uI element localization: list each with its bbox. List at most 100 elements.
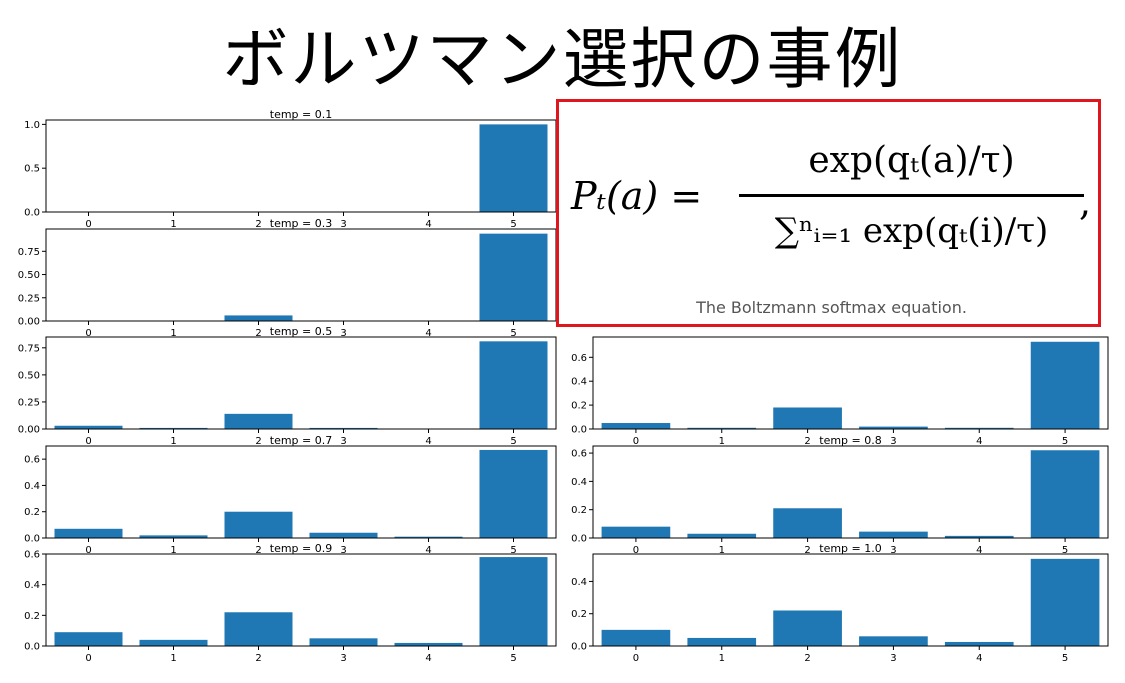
formula-fraction-bar [739,194,1084,197]
chart-7-xtick-label-0: 0 [633,653,639,664]
chart-2-xtick-label-1: 1 [170,436,176,447]
chart-7-xtick-label-3: 3 [890,653,896,664]
chart-0-xtick-label-4: 4 [425,219,431,230]
chart-6-bar-4 [394,642,463,646]
chart-5-xtick-label-1: 1 [719,545,725,556]
chart-0-xtick-label-0: 0 [85,219,91,230]
chart-0-xtick-label-3: 3 [340,219,346,230]
chart-2-title: temp = 0.5 [270,325,332,338]
chart-3-frame [592,336,1109,430]
chart-1-xtick-label-5: 5 [510,328,516,339]
chart-7-xtick-label-5: 5 [1062,653,1068,664]
formula-comma: , [1079,180,1092,224]
chart-6-bar-2 [224,612,293,646]
chart-4-xtick-label-1: 1 [170,545,176,556]
chart-5-bar-0 [601,526,671,538]
chart-1-ytick-label-0: 0.00 [18,317,40,328]
chart-4-title: temp = 0.7 [270,434,332,447]
chart-1-bar-2 [224,315,293,321]
chart-3-xtick-label-1: 1 [719,436,725,447]
chart-3-ytick-label-0: 0.0 [571,425,587,436]
chart-4-bar-1 [139,535,208,538]
chart-3-xtick-label-5: 5 [1062,436,1068,447]
formula-panel: Pₜ(a) = exp(qₜ(a)/τ) ∑ⁿᵢ₌₁ exp(qₜ(i)/τ) … [556,99,1101,327]
chart-7-xtick-label-4: 4 [976,653,982,664]
chart-4-ytick-label-1: 0.2 [24,507,40,518]
chart-7-bar-1 [687,637,757,646]
chart-5-ytick-label-3: 0.6 [571,449,587,460]
chart-5-bar-5 [1030,450,1100,538]
chart-5-frame [592,445,1109,539]
formula-caption: The Boltzmann softmax equation. [696,298,967,317]
chart-5-bar-1 [687,533,757,538]
chart-2-frame [45,336,557,430]
formula-numerator: exp(qₜ(a)/τ) [808,140,1015,181]
chart-1-ytick-label-2: 0.50 [18,270,40,281]
chart-1-xtick-label-0: 0 [85,328,91,339]
chart-6-bar-0 [54,632,123,646]
chart-3-xtick-label-0: 0 [633,436,639,447]
chart-7-xtick-label-2: 2 [804,653,810,664]
chart-5-xtick-label-5: 5 [1062,545,1068,556]
chart-2-xtick-label-2: 2 [255,436,261,447]
chart-4-xtick-label-3: 3 [340,545,346,556]
chart-6-xtick-label-5: 5 [510,653,516,664]
chart-1-title: temp = 0.3 [270,217,332,230]
chart-7-title: temp = 1.0 [819,542,881,555]
chart-7-ytick-label-0: 0.0 [571,642,587,653]
chart-3-ytick-label-1: 0.2 [571,401,587,412]
chart-7-frame [592,553,1109,647]
chart-6-bar-5 [479,557,548,646]
chart-0-title: temp = 0.1 [270,108,332,121]
chart-3-ytick-label-3: 0.6 [571,353,587,364]
chart-5-ytick-label-1: 0.2 [571,505,587,516]
chart-0-ytick-label-1: 0.5 [24,164,40,175]
chart-3-bar-3 [859,426,928,429]
chart-1-ytick-label-3: 0.75 [18,247,40,258]
chart-5-ytick-label-2: 0.4 [571,477,587,488]
chart-7-xtick-label-1: 1 [719,653,725,664]
chart-3-bar-0 [601,423,671,429]
chart-4-ytick-label-0: 0.0 [24,534,40,545]
chart-5-xtick-label-3: 3 [890,545,896,556]
chart-1-xtick-label-3: 3 [340,328,346,339]
formula-lhs: Pₜ(a) = [571,174,703,218]
chart-2-bar-3 [309,427,378,429]
chart-7-bar-5 [1030,558,1100,646]
chart-6-xtick-label-1: 1 [170,653,176,664]
chart-0-xtick-label-5: 5 [510,219,516,230]
chart-6-ytick-label-0: 0.0 [24,642,40,653]
chart-2-xtick-label-0: 0 [85,436,91,447]
chart-4-frame [45,445,557,539]
chart-4-bar-0 [54,528,123,538]
chart-6-ytick-label-2: 0.4 [24,580,40,591]
chart-4-xtick-label-5: 5 [510,545,516,556]
chart-2-bar-0 [54,425,123,429]
chart-0-ytick-label-2: 1.0 [24,120,40,131]
chart-5-ytick-label-0: 0.0 [571,534,587,545]
chart-3-bar-2 [773,407,842,429]
chart-5-title: temp = 0.8 [819,434,881,447]
chart-4-ytick-label-3: 0.6 [24,455,40,466]
chart-2-ytick-label-2: 0.50 [18,370,40,381]
chart-4-bar-4 [394,536,463,538]
chart-7-ytick-label-1: 0.2 [571,609,587,620]
chart-2-ytick-label-3: 0.75 [18,343,40,354]
chart-5-xtick-label-4: 4 [976,545,982,556]
chart-6-xtick-label-2: 2 [255,653,261,664]
chart-4-xtick-label-4: 4 [425,545,431,556]
chart-2-ytick-label-0: 0.00 [18,425,40,436]
chart-2-xtick-label-3: 3 [340,436,346,447]
chart-2-xtick-label-5: 5 [510,436,516,447]
chart-2-bar-2 [224,413,293,429]
chart-6-frame [45,553,557,647]
chart-3-xtick-label-3: 3 [890,436,896,447]
chart-1-xtick-label-4: 4 [425,328,431,339]
chart-5-xtick-label-0: 0 [633,545,639,556]
chart-1-xtick-label-2: 2 [255,328,261,339]
chart-2-bar-5 [479,341,548,429]
chart-2-ytick-label-1: 0.25 [18,397,40,408]
chart-1-bar-5 [479,233,548,321]
chart-6-xtick-label-3: 3 [340,653,346,664]
chart-3-xtick-label-2: 2 [804,436,810,447]
